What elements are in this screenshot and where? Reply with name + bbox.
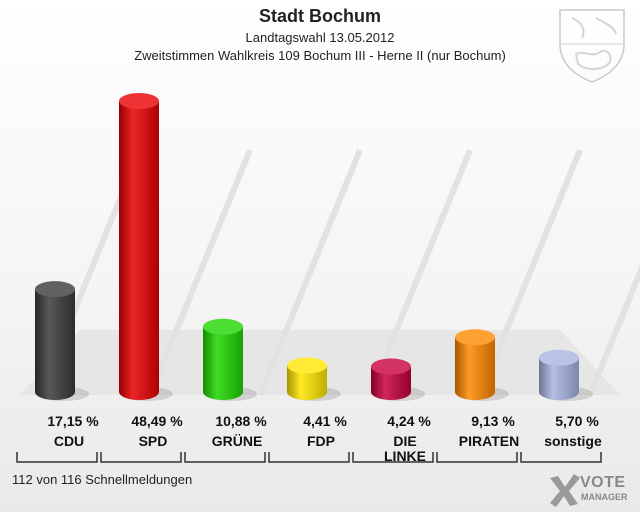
bar-body (203, 326, 243, 400)
bar-top (203, 318, 243, 335)
bar-sonstige (539, 349, 593, 401)
bar-spd (119, 93, 173, 401)
decor-stripe (477, 148, 583, 397)
axis-bracket (100, 452, 182, 463)
chart-subtitle-2: Zweitstimmen Wahlkreis 109 Bochum III - … (134, 48, 506, 63)
bar-cdu (35, 281, 89, 401)
bar-grüne (203, 318, 257, 401)
bar-die-linke (371, 358, 425, 401)
footnote: 112 von 116 Schnellmeldungen (12, 472, 193, 487)
bar-body (287, 365, 327, 400)
chart-title: Stadt Bochum (258, 6, 381, 26)
decor-stripe (367, 148, 473, 397)
logo-line2: MANAGER (581, 492, 628, 502)
bar-body (455, 337, 495, 400)
value-label-cdu: 17,15 % (47, 413, 99, 429)
axis-bracket (268, 452, 350, 463)
decor-stripe (257, 148, 363, 397)
bar-body (35, 289, 75, 400)
category-label-grüne: GRÜNE (212, 433, 263, 449)
category-label-spd: SPD (139, 433, 168, 449)
axis-bracket (520, 452, 602, 463)
chart-subtitle: Landtagswahl 13.05.2012 (245, 30, 395, 45)
bar-top (35, 281, 75, 298)
coat-of-arms-icon (559, 9, 625, 83)
bar-top (119, 93, 159, 110)
bar-chart: 17,15 % 48,49 % 10,88 % 4,41 % 4,24 % 9,13 % 5… (16, 93, 640, 464)
bar-top (455, 329, 495, 346)
bar-piraten (455, 329, 509, 401)
vote-x-icon (550, 474, 580, 507)
axis-bracket (352, 452, 434, 463)
value-label-die-linke: 4,24 % (387, 413, 431, 429)
category-label-fdp: FDP (307, 433, 335, 449)
category-label-piraten: PIRATEN (459, 433, 519, 449)
value-label-sonstige: 5,70 % (555, 413, 599, 429)
vote-manager-logo: VOTE MANAGER (548, 470, 638, 508)
value-label-fdp: 4,41 % (303, 413, 347, 429)
bar-body (539, 357, 579, 400)
bar-fdp (287, 357, 341, 401)
value-label-spd: 48,49 % (131, 413, 183, 429)
axis-bracket (16, 452, 98, 463)
category-label-sonstige: sonstige (544, 433, 602, 449)
category-label-cdu: CDU (54, 433, 84, 449)
axis-bracket (184, 452, 266, 463)
bar-top (539, 349, 579, 366)
decor-stripe (147, 148, 253, 397)
category-label-die-linke: DIE LINKE (384, 433, 426, 464)
axis-bracket (436, 452, 518, 463)
value-label-grüne: 10,88 % (215, 413, 267, 429)
bar-top (287, 357, 327, 374)
bar-body (371, 366, 411, 400)
decor-stripe (587, 264, 640, 397)
logo-line1: VOTE (580, 474, 626, 491)
bar-top (371, 358, 411, 375)
bar-body (119, 101, 159, 400)
value-label-piraten: 9,13 % (471, 413, 515, 429)
